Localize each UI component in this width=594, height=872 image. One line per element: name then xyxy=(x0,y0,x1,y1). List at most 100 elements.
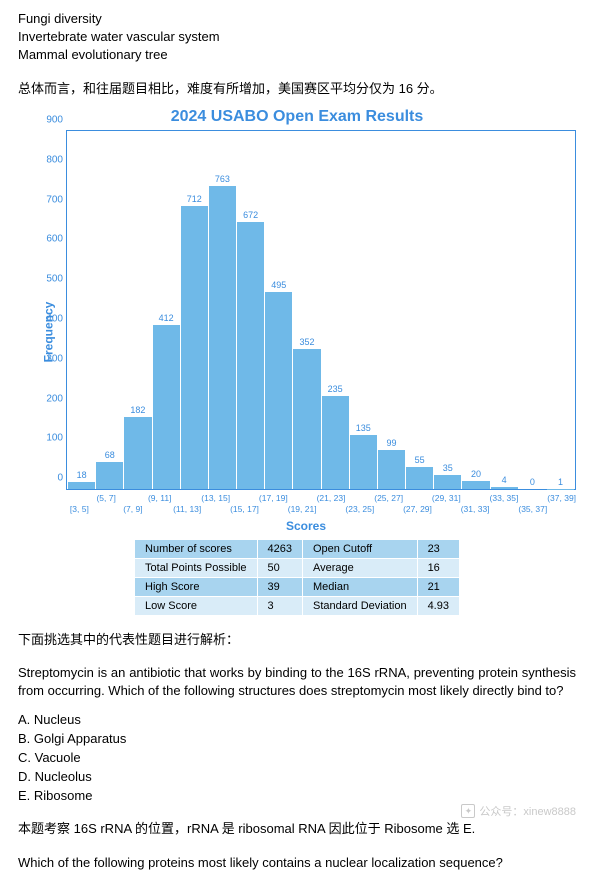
histogram-bar: 182 xyxy=(124,417,151,489)
x-axis-label: Scores xyxy=(36,519,576,533)
histogram-bar: 55 xyxy=(406,467,433,489)
table-cell: 4263 xyxy=(257,540,302,559)
bar-value-label: 412 xyxy=(159,313,174,323)
histogram-bar: 763 xyxy=(209,186,236,490)
y-tick: 100 xyxy=(37,433,63,444)
bar-value-label: 55 xyxy=(415,455,425,465)
table-cell: Open Cutoff xyxy=(303,540,418,559)
choice-b: B. Golgi Apparatus xyxy=(18,730,576,749)
table-cell: Low Score xyxy=(135,597,258,616)
plot-area: 1868182412712763672495352235135995535204… xyxy=(66,130,576,490)
table-row: Total Points Possible50Average16 xyxy=(135,559,460,578)
histogram-bar: 235 xyxy=(322,396,349,489)
histogram-chart: Frequency 186818241271276367249535223513… xyxy=(18,130,576,533)
wechat-icon: ✦ xyxy=(461,804,475,818)
bar-value-label: 4 xyxy=(502,475,507,485)
topic-item: Invertebrate water vascular system xyxy=(18,28,576,46)
x-axis: [3, 5](5, 7](7, 9](9, 11](11, 13](13, 15… xyxy=(66,493,576,503)
y-tick: 0 xyxy=(37,473,63,484)
x-tick: (27, 29] xyxy=(403,504,432,514)
paragraph: 下面挑选其中的代表性题目进行解析： xyxy=(18,630,576,650)
histogram-bar: 712 xyxy=(181,206,208,489)
histogram-bar: 672 xyxy=(237,222,264,489)
histogram-bar: 352 xyxy=(293,349,320,489)
answer-choices: A. Nucleus B. Golgi Apparatus C. Vacuole… xyxy=(18,711,576,805)
y-tick: 600 xyxy=(37,234,63,245)
table-cell: High Score xyxy=(135,578,258,597)
bar-value-label: 763 xyxy=(215,174,230,184)
y-tick: 400 xyxy=(37,313,63,324)
table-cell: 39 xyxy=(257,578,302,597)
bar-value-label: 135 xyxy=(356,423,371,433)
histogram-bar: 20 xyxy=(462,481,489,489)
choice-c: C. Vacuole xyxy=(18,749,576,768)
bar-value-label: 20 xyxy=(471,469,481,479)
histogram-bar: 35 xyxy=(434,475,461,489)
x-tick: (29, 31] xyxy=(432,493,461,503)
histogram-bar: 412 xyxy=(153,325,180,489)
x-tick: (21, 23] xyxy=(317,493,346,503)
bar-value-label: 182 xyxy=(130,405,145,415)
bar-value-label: 712 xyxy=(187,194,202,204)
x-tick: [3, 5] xyxy=(66,504,93,514)
table-row: Number of scores4263Open Cutoff23 xyxy=(135,540,460,559)
table-cell: Average xyxy=(303,559,418,578)
table-cell: 50 xyxy=(257,559,302,578)
choice-a: A. Nucleus xyxy=(18,711,576,730)
x-tick: (5, 7] xyxy=(93,493,120,503)
bar-value-label: 495 xyxy=(271,280,286,290)
y-tick: 800 xyxy=(37,154,63,165)
histogram-bar: 68 xyxy=(96,462,123,489)
table-cell: Total Points Possible xyxy=(135,559,258,578)
table-row: High Score39Median21 xyxy=(135,578,460,597)
bar-value-label: 672 xyxy=(243,210,258,220)
choice-d: D. Nucleolus xyxy=(18,768,576,787)
topic-item: Fungi diversity xyxy=(18,10,576,28)
table-cell: Standard Deviation xyxy=(303,597,418,616)
bar-value-label: 352 xyxy=(299,337,314,347)
y-tick: 700 xyxy=(37,194,63,205)
watermark-text: 公众号：xinew8888 xyxy=(479,803,576,819)
x-tick: (13, 15] xyxy=(201,493,230,503)
table-cell: 16 xyxy=(417,559,459,578)
x-tick: (25, 27] xyxy=(374,493,403,503)
table-cell: 21 xyxy=(417,578,459,597)
bar-value-label: 68 xyxy=(105,450,115,460)
y-tick: 900 xyxy=(37,115,63,126)
chart-title: 2024 USABO Open Exam Results xyxy=(18,108,576,126)
stats-table: Number of scores4263Open Cutoff23Total P… xyxy=(134,539,460,616)
bar-value-label: 235 xyxy=(328,384,343,394)
x-tick: (9, 11] xyxy=(146,493,173,503)
bar-value-label: 0 xyxy=(530,477,535,487)
histogram-bar: 4 xyxy=(491,487,518,489)
y-tick: 500 xyxy=(37,274,63,285)
x-tick: (35, 37] xyxy=(518,504,547,514)
table-cell: 23 xyxy=(417,540,459,559)
topic-item: Mammal evolutionary tree xyxy=(18,46,576,64)
x-tick: (19, 21] xyxy=(288,504,317,514)
x-tick: (37, 39] xyxy=(547,493,576,503)
table-cell: Median xyxy=(303,578,418,597)
x-tick: (23, 25] xyxy=(345,504,374,514)
histogram-bar: 99 xyxy=(378,450,405,489)
x-tick: (11, 13] xyxy=(173,504,201,514)
bar-value-label: 99 xyxy=(386,438,396,448)
histogram-bar: 18 xyxy=(68,482,95,489)
question-stem: Which of the following proteins most lik… xyxy=(18,853,576,872)
table-cell: Number of scores xyxy=(135,540,258,559)
topic-list: Fungi diversity Invertebrate water vascu… xyxy=(18,10,576,65)
watermark: ✦ 公众号：xinew8888 xyxy=(461,803,576,819)
x-tick: (15, 17] xyxy=(230,504,259,514)
table-row: Low Score3Standard Deviation4.93 xyxy=(135,597,460,616)
y-tick: 200 xyxy=(37,393,63,404)
y-tick: 300 xyxy=(37,353,63,364)
table-cell: 4.93 xyxy=(417,597,459,616)
histogram-bar: 495 xyxy=(265,292,292,489)
x-tick: (33, 35] xyxy=(490,493,519,503)
table-cell: 3 xyxy=(257,597,302,616)
bar-value-label: 35 xyxy=(443,463,453,473)
histogram-bar: 135 xyxy=(350,435,377,489)
paragraph: 总体而言，和往届题目相比，难度有所增加，美国赛区平均分仅为 16 分。 xyxy=(18,79,576,99)
bars-container: 1868182412712763672495352235135995535204… xyxy=(67,131,575,489)
x-tick: (7, 9] xyxy=(120,504,147,514)
